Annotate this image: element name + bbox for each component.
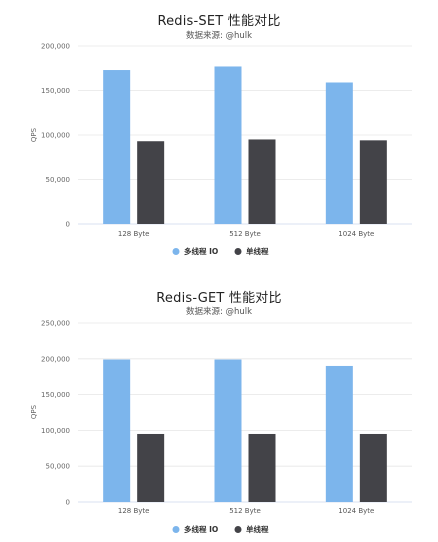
- legend-marker: [172, 526, 180, 533]
- legend-label: 多线程 IO: [184, 524, 218, 534]
- bar: [325, 82, 353, 225]
- bar: [325, 365, 353, 502]
- y-tick-label: 150,000: [41, 87, 70, 95]
- legend-marker: [234, 248, 242, 255]
- y-tick-label: 250,000: [41, 320, 70, 328]
- bar: [359, 140, 387, 224]
- bar: [137, 141, 165, 224]
- x-tick-label: 512 Byte: [229, 230, 261, 238]
- redis-set-chart: Redis-SET 性能对比 数据来源: @hulk 0 50,000 100,00…: [0, 0, 438, 268]
- y-tick-label: 50,000: [46, 463, 71, 471]
- y-tick-label: 200,000: [41, 355, 70, 363]
- legend-item[interactable]: 单线程: [234, 524, 269, 534]
- legend-marker: [234, 526, 242, 533]
- chart-plot: 0 50,000 100,000 150,000 200,000 QPS 128 Byte 5…: [30, 43, 412, 256]
- chart-subtitle: 数据来源: @hulk: [185, 307, 253, 317]
- legend-label: 单线程: [246, 246, 269, 256]
- bar: [103, 70, 131, 224]
- y-tick-label: 100,000: [41, 132, 70, 140]
- bar: [214, 359, 242, 502]
- bar: [214, 66, 242, 224]
- legend-marker: [172, 248, 180, 255]
- bar: [137, 433, 165, 502]
- chart-subtitle: 数据来源: @hulk: [185, 31, 253, 41]
- x-tick-label: 128 Byte: [118, 230, 150, 238]
- y-tick-label: 200,000: [41, 43, 70, 51]
- y-tick-label: 0: [66, 221, 70, 229]
- legend-item[interactable]: 多线程 IO: [172, 246, 219, 256]
- legend-item[interactable]: 单线程: [234, 246, 269, 256]
- x-tick-label: 128 Byte: [118, 507, 150, 515]
- x-tick-label: 1024 Byte: [338, 230, 374, 238]
- chart-plot: 0 50,000 100,000 150,000 200,000 250,000 QPS 12…: [30, 320, 412, 534]
- legend-label: 多线程 IO: [184, 246, 218, 256]
- chart-title: Redis-GET 性能对比: [156, 291, 282, 306]
- x-tick-label: 1024 Byte: [338, 507, 374, 515]
- redis-get-chart: Redis-GET 性能对比 数据来源: @hulk 0 50,000 100,00…: [0, 281, 438, 542]
- y-tick-label: 150,000: [41, 391, 70, 399]
- chart-title: Redis-SET 性能对比: [157, 14, 281, 29]
- bar: [359, 433, 387, 502]
- x-tick-label: 512 Byte: [229, 507, 261, 515]
- y-axis-label: QPS: [30, 127, 38, 142]
- bar: [248, 139, 276, 224]
- legend-label: 单线程: [246, 524, 269, 534]
- bar: [103, 359, 131, 502]
- legend-item[interactable]: 多线程 IO: [172, 524, 219, 534]
- y-axis-label: QPS: [30, 404, 38, 419]
- y-tick-label: 0: [66, 499, 70, 507]
- y-tick-label: 50,000: [46, 176, 71, 184]
- y-tick-label: 100,000: [41, 427, 70, 435]
- bar: [248, 433, 276, 502]
